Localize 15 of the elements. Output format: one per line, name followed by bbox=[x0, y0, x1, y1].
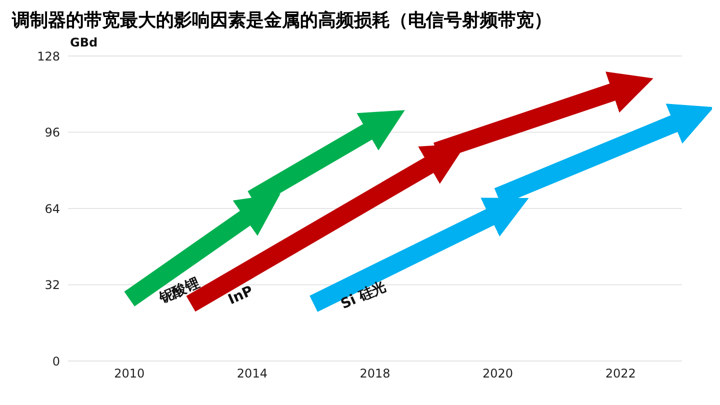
x-tick-label: 2020 bbox=[482, 366, 514, 381]
x-tick-label: 2018 bbox=[360, 366, 390, 381]
x-tick-label: 2022 bbox=[605, 366, 636, 381]
text: Si 硅光 bbox=[338, 278, 389, 313]
y-axis-title: GBd bbox=[70, 36, 98, 50]
x-tick-label: 2010 bbox=[114, 366, 145, 381]
y-tick-label: 32 bbox=[44, 278, 60, 292]
x-tick-label: 2014 bbox=[236, 366, 268, 381]
y-tick-label: 0 bbox=[52, 354, 60, 368]
y-tick-label: 64 bbox=[44, 202, 60, 216]
y-tick-label: 128 bbox=[37, 49, 60, 64]
text: 铌酸锂 bbox=[156, 275, 202, 308]
y-tick-label: 96 bbox=[44, 126, 60, 140]
text: InP bbox=[226, 283, 256, 308]
chart-title: 调制器的带宽最大的影响因素是金属的高频损耗（电信号射频带宽） bbox=[12, 9, 553, 33]
